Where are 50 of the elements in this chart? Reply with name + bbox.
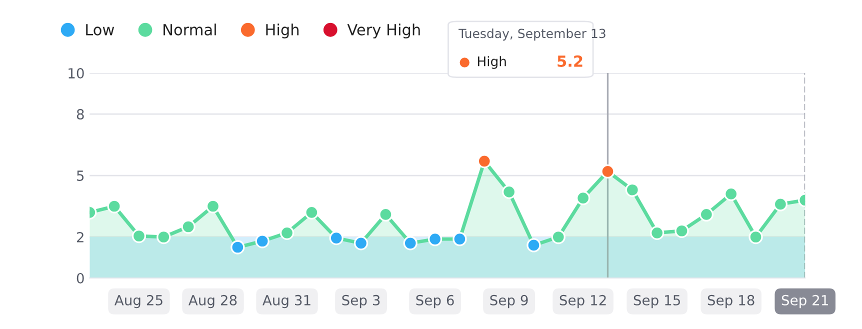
point [502,184,516,200]
x-tick-label: Sep 18 [708,294,754,308]
y-tick-label: 10 [68,68,84,79]
point [724,186,738,202]
x-tick-label: Sep 6 [416,294,454,308]
point [748,230,763,244]
point [650,226,664,240]
point [477,154,492,168]
legend-label: High [478,56,506,69]
point [674,224,689,238]
point [280,226,294,240]
text: Tuesday, September 13 [458,28,606,41]
point [206,199,220,214]
point [625,182,640,197]
point [526,238,541,252]
y-tick-label: 5 [77,170,84,181]
y-tick-label: 8 [76,109,84,120]
y-tick-label: 0 [76,272,84,284]
point [304,205,319,220]
x-tick-label: Aug 31 [262,294,310,308]
point [403,236,418,250]
legend-label: Normal [164,24,216,36]
text: High [266,24,299,38]
x-tick-label: Sep 21 [782,294,828,308]
point [699,207,714,222]
point [132,228,146,244]
point [255,234,270,248]
point [551,230,566,244]
point [107,199,122,214]
x-tick-label: Aug 25 [114,294,162,308]
x-tick-label: Aug 28 [188,294,237,308]
point [181,220,196,234]
point [576,190,590,206]
point [428,232,442,246]
text: 5.2 [558,55,582,67]
x-tick-label: Sep 15 [634,294,680,308]
point [329,230,344,246]
point [156,230,171,244]
x-tick-label: Sep 9 [490,294,528,308]
x-tick-label: Sep 3 [342,294,380,308]
point [600,164,615,179]
point [378,207,393,222]
point [773,197,788,212]
point [452,232,467,246]
legend-label: Very High [347,24,420,38]
x-tick-label: Sep 12 [560,294,606,308]
point [354,236,368,250]
y-tick-label: 2 [76,232,84,242]
legend-label: Low [86,24,114,36]
point [230,240,245,254]
